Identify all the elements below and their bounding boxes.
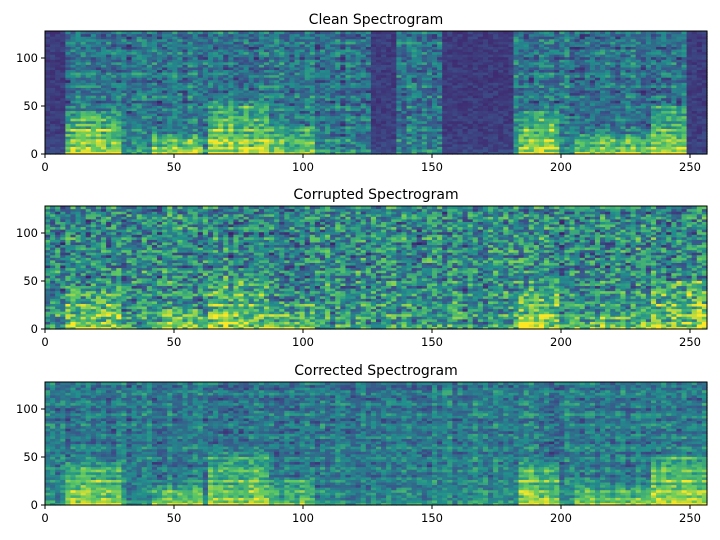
spectrogram-panel-clean: Clean Spectrogram 0 50 100 150 200 250 0… <box>16 12 708 174</box>
chart-title: Clean Spectrogram <box>309 12 444 28</box>
heatmap-area <box>45 31 708 155</box>
